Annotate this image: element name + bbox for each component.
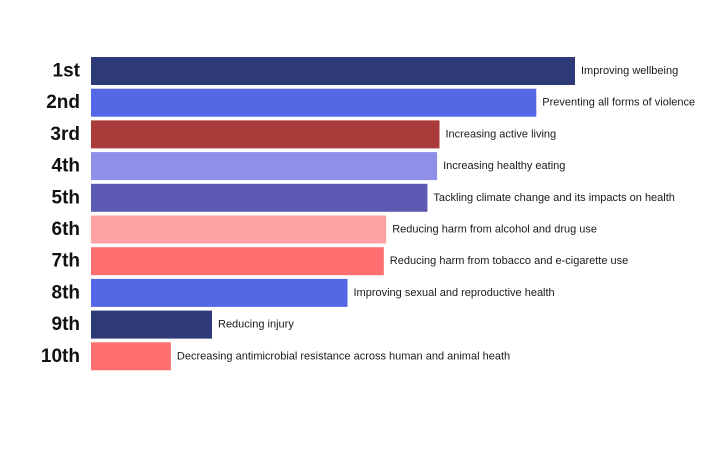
rank-label-1st: 1st [53, 61, 81, 82]
rank-label-4th: 4th [52, 156, 81, 177]
bar-label-2nd: Preventing all forms of violence [542, 97, 695, 109]
bar-label-10th: Decreasing antimicrobial resistance acro… [177, 350, 510, 362]
bar-5th [91, 183, 428, 212]
bar-3rd [91, 120, 440, 149]
bar-label-1st: Improving wellbeing [581, 65, 678, 77]
bar-10th [91, 342, 171, 371]
rank-label-6th: 6th [52, 219, 81, 240]
bar-label-5th: Tackling climate change and its impacts … [433, 192, 675, 204]
bar-2nd [91, 88, 537, 117]
rank-label-3rd: 3rd [50, 124, 80, 145]
bar-label-3rd: Increasing active living [446, 128, 557, 140]
rank-label-9th: 9th [52, 314, 81, 335]
bar-4th [91, 152, 438, 181]
rank-label-7th: 7th [52, 251, 81, 272]
bar-8th [91, 278, 348, 307]
bar-6th [91, 215, 387, 244]
bar-7th [91, 247, 384, 276]
bar-label-6th: Reducing harm from alcohol and drug use [392, 224, 597, 236]
bar-labels: Improving wellbeing Preventing all forms … [177, 65, 695, 362]
rank-label-8th: 8th [52, 282, 81, 303]
rank-labels: 1st 2nd 3rd 4th 5th 6th 7th 8th 9th 10th [41, 61, 81, 367]
bar-1st [91, 57, 575, 85]
bar-9th [91, 310, 212, 339]
bar-label-4th: Increasing healthy eating [443, 160, 565, 172]
rank-label-10th: 10th [41, 346, 80, 367]
bar-label-9th: Reducing injury [218, 319, 294, 331]
rank-label-2nd: 2nd [46, 92, 80, 113]
bar-label-7th: Reducing harm from tobacco and e-cigaret… [390, 255, 628, 267]
rank-label-5th: 5th [52, 187, 81, 208]
bar-label-8th: Improving sexual and reproductive health [354, 287, 555, 299]
bars-layer [91, 57, 575, 371]
